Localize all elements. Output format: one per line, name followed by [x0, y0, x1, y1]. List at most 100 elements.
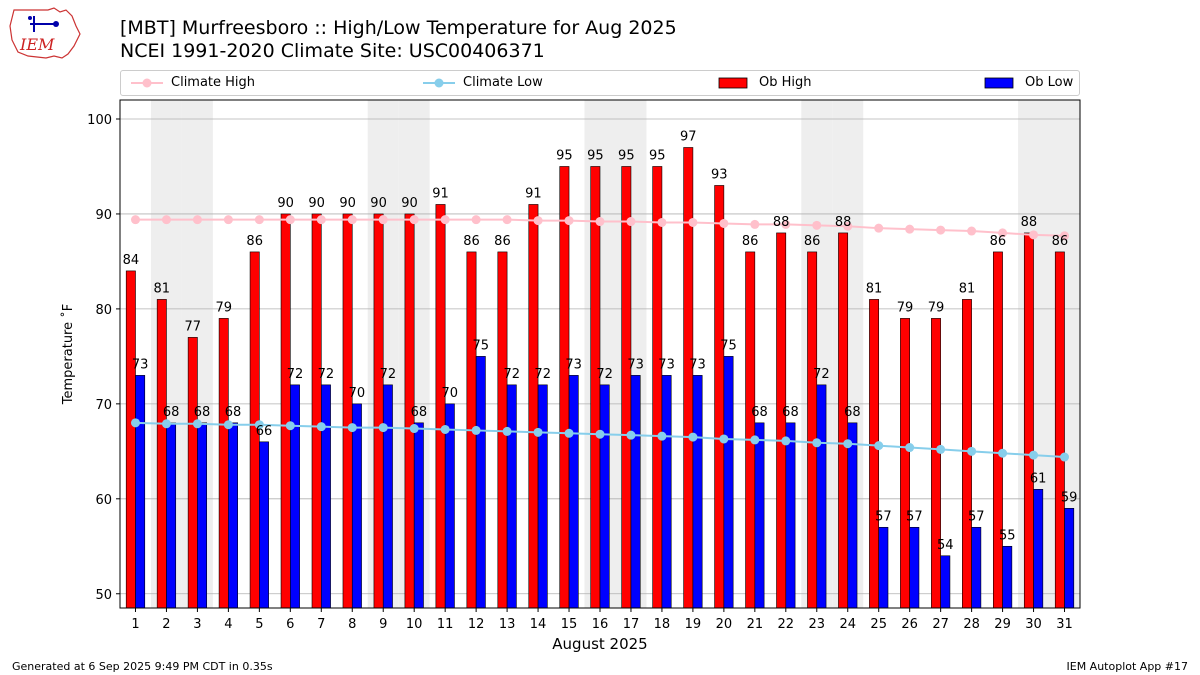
ob-low-label-day-6: 72 [287, 367, 304, 382]
ob-high-bar-day-30 [1023, 232, 1034, 609]
ob-low-label-day-13: 72 [503, 367, 520, 382]
ob-high-bar-day-11 [435, 204, 446, 609]
ob-high-label-day-27: 79 [928, 300, 945, 315]
y-tick-label-60: 60 [95, 493, 112, 508]
x-tick-label-10: 10 [406, 617, 423, 632]
ob-low-bar-day-27 [940, 555, 951, 609]
legend-label-ob-high: Ob High [759, 75, 812, 90]
climate-low-point-day-4 [223, 420, 233, 430]
ob-low-bar-day-15 [568, 375, 579, 609]
climate-high-point-day-9 [378, 215, 388, 225]
ob-low-label-day-4: 68 [225, 405, 242, 420]
ob-high-bar-day-21 [745, 251, 756, 609]
y-axis-label: Temperature ˚F [60, 304, 76, 405]
y-tick-label-70: 70 [95, 398, 112, 413]
climate-low-point-day-21 [750, 435, 760, 445]
ob-high-bar-day-27 [931, 318, 941, 609]
x-tick-label-7: 7 [317, 617, 325, 632]
ob-low-label-day-11: 70 [442, 386, 459, 401]
ob-high-bar-day-16 [590, 166, 601, 609]
ob-low-label-day-12: 75 [473, 338, 490, 353]
x-axis-label: August 2025 [552, 635, 647, 653]
ob-high-label-day-23: 86 [804, 234, 821, 249]
ob-low-label-day-24: 68 [844, 405, 861, 420]
climate-low-point-day-12 [471, 425, 481, 435]
x-tick-label-18: 18 [654, 617, 671, 632]
x-tick-label-23: 23 [809, 617, 826, 632]
climate-high-point-day-10 [409, 215, 419, 225]
y-tick-label-90: 90 [95, 208, 112, 223]
x-tick-label-14: 14 [530, 617, 547, 632]
ob-low-label-day-14: 72 [534, 367, 551, 382]
climate-high-point-day-7 [316, 215, 326, 225]
ob-high-label-day-9: 90 [370, 196, 387, 211]
x-tick-label-4: 4 [224, 617, 232, 632]
climate-high-point-day-28 [967, 226, 977, 236]
ob-low-bar-day-28 [971, 526, 982, 609]
ob-high-bar-day-17 [621, 166, 632, 609]
x-tick-label-11: 11 [437, 617, 454, 632]
x-tick-label-31: 31 [1056, 617, 1073, 632]
ob-high-bar-day-31 [1054, 251, 1065, 609]
climate-high-point-day-2 [161, 215, 171, 225]
climate-high-point-day-24 [843, 221, 853, 231]
ob-high-label-day-4: 79 [215, 300, 232, 315]
ob-high-label-day-22: 88 [773, 215, 790, 230]
climate-high-point-day-11 [440, 215, 450, 225]
climate-high-point-day-26 [905, 224, 915, 234]
ob-low-label-day-2: 68 [163, 405, 180, 420]
legend-label-ob-low: Ob Low [1025, 75, 1074, 90]
ob-low-bar-day-4 [228, 422, 238, 609]
ob-low-label-day-7: 72 [318, 367, 335, 382]
ob-low-bar-day-23 [816, 384, 827, 609]
x-tick-label-29: 29 [994, 617, 1011, 632]
x-tick-label-20: 20 [716, 617, 733, 632]
climate-low-point-day-6 [285, 421, 295, 431]
x-tick-label-24: 24 [839, 617, 856, 632]
climate-high-line-icon [131, 78, 163, 88]
climate-high-point-day-20 [719, 218, 729, 228]
ob-high-label-day-21: 86 [742, 234, 759, 249]
ob-high-bar-day-9 [373, 213, 384, 609]
climate-high-point-day-27 [936, 225, 946, 235]
x-tick-label-12: 12 [468, 617, 485, 632]
ob-low-bar-day-25 [878, 526, 889, 609]
ob-high-label-day-7: 90 [308, 196, 325, 211]
y-tick-label-100: 100 [87, 113, 112, 128]
climate-low-point-day-7 [316, 422, 326, 432]
ob-high-label-day-24: 88 [835, 215, 852, 230]
ob-low-bar-day-3 [197, 422, 208, 609]
ob-high-label-day-10: 90 [401, 196, 418, 211]
x-tick-label-9: 9 [379, 617, 387, 632]
ob-low-label-day-28: 57 [968, 509, 985, 524]
ob-high-bar-day-7 [311, 213, 322, 609]
ob-high-label-day-8: 90 [339, 196, 356, 211]
ob-high-bar-day-23 [807, 251, 818, 609]
ob-high-label-day-29: 86 [990, 234, 1007, 249]
ob-low-label-day-29: 55 [999, 528, 1016, 543]
climate-low-point-day-27 [936, 444, 946, 454]
app-label: IEM Autoplot App #17 [1066, 660, 1189, 673]
x-tick-label-16: 16 [592, 617, 609, 632]
ob-low-label-day-20: 75 [720, 338, 737, 353]
ob-low-label-day-15: 73 [565, 357, 582, 372]
ob-high-bar-day-14 [528, 204, 539, 609]
climate-high-point-day-15 [564, 216, 574, 226]
generated-timestamp: Generated at 6 Sep 2025 9:49 PM CDT in 0… [12, 660, 273, 673]
ob-low-bar-day-14 [537, 384, 548, 609]
ob-high-bar-day-24 [838, 232, 849, 609]
x-tick-label-28: 28 [963, 617, 980, 632]
ob-low-bar-day-29 [1002, 545, 1013, 609]
ob-high-bar-day-18 [652, 166, 663, 609]
x-tick-label-15: 15 [561, 617, 578, 632]
ob-high-bar-day-26 [900, 318, 910, 609]
y-tick-label-50: 50 [95, 588, 112, 603]
ob-low-bar-day-19 [692, 375, 703, 609]
climate-high-point-day-3 [192, 215, 202, 225]
iem-logo: IEM [9, 7, 81, 59]
ob-high-bar-day-25 [869, 299, 880, 609]
climate-low-point-day-24 [843, 439, 853, 449]
ob-low-swatch-icon [984, 77, 1014, 89]
x-tick-label-22: 22 [778, 617, 795, 632]
x-tick-label-30: 30 [1025, 617, 1042, 632]
